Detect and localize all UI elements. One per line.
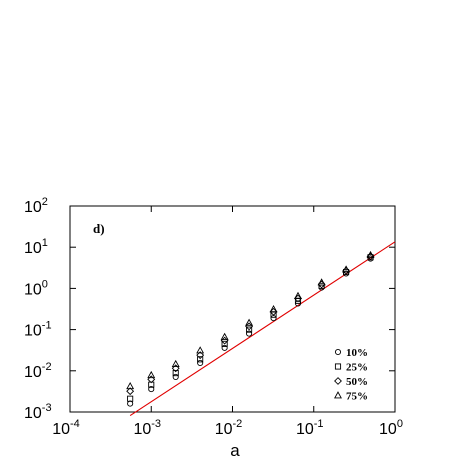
legend: 10% 25% 50% 75%: [334, 347, 368, 403]
data-point-triangle: [294, 291, 302, 299]
y-tick-label: 102: [24, 196, 48, 216]
data-point-circle: [148, 386, 155, 393]
y-tick-label: 10-3: [24, 402, 52, 422]
data-point-square: [221, 340, 228, 347]
legend-marker-square: [334, 363, 342, 370]
data-point-diamond: [171, 364, 180, 373]
data-point-triangle: [342, 265, 351, 273]
fit-line: [129, 241, 396, 417]
x-tick-label-exponent: -3: [151, 418, 161, 430]
x-tick-label: 10-3: [133, 418, 161, 438]
x-tick-label-exponent: -4: [70, 418, 80, 430]
data-point-square: [246, 326, 253, 333]
y-tick-label-exponent: 0: [42, 278, 48, 290]
data-point-circle: [221, 344, 228, 351]
x-tick-label: 10-4: [52, 418, 80, 438]
data-point-square: [197, 356, 204, 363]
legend-label: 50%: [346, 376, 368, 388]
y-tick-label-base: 10: [24, 240, 42, 257]
x-tick-label-base: 10: [133, 421, 151, 438]
points-layer: [126, 250, 375, 407]
data-point-triangle: [126, 381, 135, 390]
x-tick-label-base: 10: [379, 421, 397, 438]
x-tick-label-base: 10: [296, 421, 314, 438]
x-axis-label: a: [230, 441, 240, 460]
x-tick-label-base: 10: [215, 421, 233, 438]
x-tick-label: 10-2: [215, 418, 243, 438]
y-tick-label: 100: [24, 278, 48, 298]
legend-label: 10%: [346, 347, 368, 359]
y-tick-label: 10-1: [24, 320, 52, 340]
data-point-circle: [197, 359, 204, 367]
data-point-triangle: [147, 370, 156, 379]
data-point-circle: [246, 330, 253, 337]
data-point-triangle: [245, 318, 254, 326]
legend-label: 75%: [346, 391, 368, 403]
legend-marker-diamond: [334, 377, 342, 385]
data-point-square: [172, 370, 179, 377]
fit-line-layer: [129, 241, 396, 417]
y-tick-label-base: 10: [24, 364, 42, 381]
x-tick-label-exponent: 0: [397, 418, 403, 430]
x-tick-label: 100: [379, 418, 403, 438]
y-tick-label-exponent: 1: [42, 237, 48, 249]
panel-label: d): [93, 221, 105, 236]
data-point-diamond: [147, 375, 156, 384]
y-tick-label-base: 10: [24, 405, 42, 422]
y-tick-label-exponent: -3: [42, 402, 52, 414]
x-tick-label-exponent: -1: [314, 418, 324, 430]
data-point-triangle: [366, 250, 375, 259]
y-tick-label-base: 10: [24, 199, 42, 216]
data-point-diamond: [196, 351, 205, 360]
x-tick-label-base: 10: [52, 421, 70, 438]
y-tick-label-exponent: 2: [42, 196, 48, 208]
data-point-circle: [172, 373, 179, 380]
legend-marker-circle: [334, 348, 342, 356]
data-point-triangle: [171, 359, 180, 368]
data-point-triangle: [317, 278, 326, 286]
x-tick-label: 10-1: [296, 418, 324, 438]
y-tick-label: 10-2: [24, 361, 52, 381]
data-point-square: [127, 395, 134, 402]
legend-label: 25%: [346, 362, 368, 374]
y-tick-label-base: 10: [24, 281, 42, 298]
data-point-triangle: [269, 305, 278, 313]
data-point-diamond: [126, 387, 135, 396]
legend-marker-triangle: [334, 391, 342, 399]
data-point-triangle: [196, 346, 205, 354]
x-tick-label-exponent: -2: [233, 418, 243, 430]
y-tick-label: 101: [24, 237, 48, 257]
data-point-circle: [270, 315, 277, 322]
y-tick-label-base: 10: [24, 323, 42, 340]
y-tick-label-exponent: -1: [42, 320, 52, 332]
data-point-triangle: [220, 332, 229, 340]
data-point-square: [318, 282, 325, 289]
y-tick-label-exponent: -2: [42, 361, 52, 373]
